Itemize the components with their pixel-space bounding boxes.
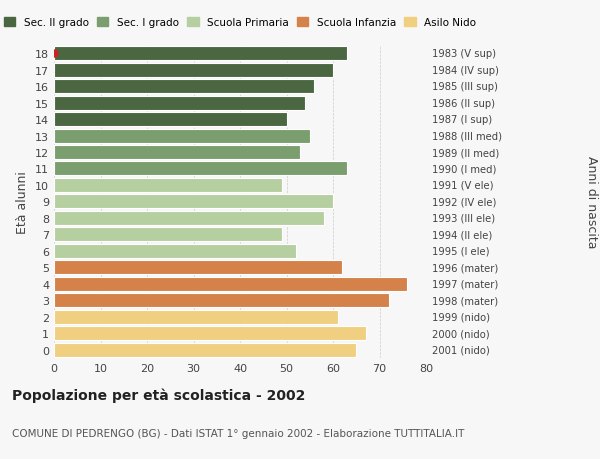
Bar bbox=[54, 310, 338, 324]
Bar bbox=[54, 212, 324, 225]
Y-axis label: Età alunni: Età alunni bbox=[16, 171, 29, 233]
Text: 1991 (V ele): 1991 (V ele) bbox=[432, 180, 493, 190]
Text: 2001 (nido): 2001 (nido) bbox=[432, 345, 490, 355]
Bar bbox=[54, 326, 365, 341]
Bar bbox=[54, 162, 347, 176]
Bar bbox=[54, 129, 310, 143]
Text: 1995 (I ele): 1995 (I ele) bbox=[432, 246, 490, 256]
Text: 1986 (II sup): 1986 (II sup) bbox=[432, 98, 495, 108]
Text: 1996 (mater): 1996 (mater) bbox=[432, 263, 498, 273]
Bar bbox=[54, 261, 342, 274]
Text: 1997 (mater): 1997 (mater) bbox=[432, 279, 498, 289]
Bar bbox=[54, 343, 356, 357]
Bar bbox=[54, 294, 389, 308]
Text: Anni di nascita: Anni di nascita bbox=[584, 156, 598, 248]
Text: 1983 (V sup): 1983 (V sup) bbox=[432, 49, 496, 59]
Text: COMUNE DI PEDRENGO (BG) - Dati ISTAT 1° gennaio 2002 - Elaborazione TUTTITALIA.I: COMUNE DI PEDRENGO (BG) - Dati ISTAT 1° … bbox=[12, 428, 464, 438]
Bar bbox=[54, 146, 301, 160]
Bar bbox=[54, 228, 282, 242]
Bar bbox=[54, 96, 305, 110]
Bar bbox=[54, 277, 407, 291]
Bar bbox=[54, 80, 314, 94]
Text: 1988 (III med): 1988 (III med) bbox=[432, 131, 502, 141]
Bar bbox=[54, 47, 347, 61]
Text: 1985 (III sup): 1985 (III sup) bbox=[432, 82, 498, 92]
Text: 1992 (IV ele): 1992 (IV ele) bbox=[432, 197, 496, 207]
Text: 1999 (nido): 1999 (nido) bbox=[432, 312, 490, 322]
Text: 1994 (II ele): 1994 (II ele) bbox=[432, 230, 492, 240]
Text: 1998 (mater): 1998 (mater) bbox=[432, 296, 498, 306]
Text: Popolazione per età scolastica - 2002: Popolazione per età scolastica - 2002 bbox=[12, 388, 305, 403]
Text: 2000 (nido): 2000 (nido) bbox=[432, 328, 490, 338]
Bar bbox=[54, 113, 287, 127]
Legend: Sec. II grado, Sec. I grado, Scuola Primaria, Scuola Infanzia, Asilo Nido: Sec. II grado, Sec. I grado, Scuola Prim… bbox=[4, 18, 476, 28]
Bar bbox=[54, 195, 333, 209]
Bar bbox=[54, 179, 282, 192]
Text: 1987 (I sup): 1987 (I sup) bbox=[432, 115, 492, 125]
Bar bbox=[54, 63, 333, 78]
Text: 1984 (IV sup): 1984 (IV sup) bbox=[432, 66, 499, 76]
Bar bbox=[54, 244, 296, 258]
Text: 1993 (III ele): 1993 (III ele) bbox=[432, 213, 495, 224]
Text: 1990 (I med): 1990 (I med) bbox=[432, 164, 496, 174]
Text: 1989 (II med): 1989 (II med) bbox=[432, 148, 499, 158]
